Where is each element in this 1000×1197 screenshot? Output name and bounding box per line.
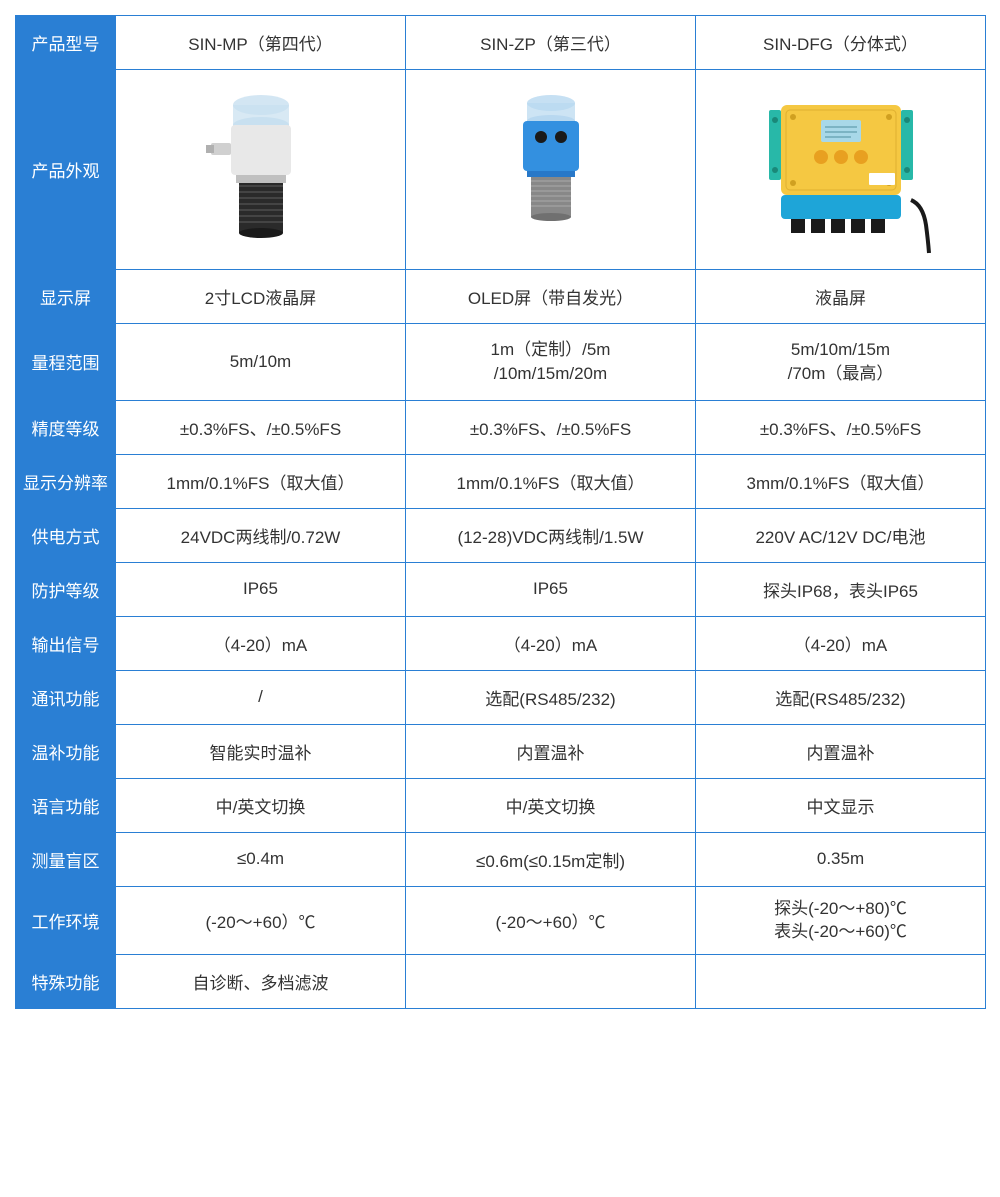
cell-power-1: 24VDC两线制/0.72W xyxy=(116,508,406,562)
cell-resolution-3: 3mm/0.1%FS（取大值） xyxy=(696,454,986,508)
sin-dfg-illustration xyxy=(751,85,931,255)
cell-range-3: 5m/10m/15m/70m（最高） xyxy=(696,324,986,401)
cell-language-2: 中/英文切换 xyxy=(406,778,696,832)
row-comm: 通讯功能 / 选配(RS485/232) 选配(RS485/232) xyxy=(16,670,986,724)
row-protection: 防护等级 IP65 IP65 探头IP68，表头IP65 xyxy=(16,562,986,616)
cell-output-3: （4-20）mA xyxy=(696,616,986,670)
row-label-power: 供电方式 xyxy=(16,508,116,562)
cell-protection-1: IP65 xyxy=(116,562,406,616)
row-label-environment: 工作环境 xyxy=(16,886,116,955)
cell-environment-2: (-20～+60）℃ xyxy=(406,886,696,955)
cell-protection-3: 探头IP68，表头IP65 xyxy=(696,562,986,616)
header-row: 产品型号 SIN-MP（第四代） SIN-ZP（第三代） SIN-DFG（分体式… xyxy=(16,16,986,70)
row-language: 语言功能 中/英文切换 中/英文切换 中文显示 xyxy=(16,778,986,832)
row-label-special: 特殊功能 xyxy=(16,955,116,1009)
cell-accuracy-3: ±0.3%FS、/±0.5%FS xyxy=(696,400,986,454)
product-comparison-table: 产品型号 SIN-MP（第四代） SIN-ZP（第三代） SIN-DFG（分体式… xyxy=(15,15,986,1009)
col-header-sin-dfg: SIN-DFG（分体式） xyxy=(696,16,986,70)
product-image-sin-mp xyxy=(116,70,406,270)
row-blind-zone: 测量盲区 ≤0.4m ≤0.6m(≤0.15m定制) 0.35m xyxy=(16,832,986,886)
row-power: 供电方式 24VDC两线制/0.72W (12-28)VDC两线制/1.5W 2… xyxy=(16,508,986,562)
cell-display-1: 2寸LCD液晶屏 xyxy=(116,270,406,324)
cell-display-3: 液晶屏 xyxy=(696,270,986,324)
row-special: 特殊功能 自诊断、多档滤波 xyxy=(16,955,986,1009)
cell-range-1: 5m/10m xyxy=(116,324,406,401)
col-header-sin-zp: SIN-ZP（第三代） xyxy=(406,16,696,70)
cell-display-2: OLED屏（带自发光） xyxy=(406,270,696,324)
row-display: 显示屏 2寸LCD液晶屏 OLED屏（带自发光） 液晶屏 xyxy=(16,270,986,324)
cell-power-2: (12-28)VDC两线制/1.5W xyxy=(406,508,696,562)
cell-range-2: 1m（定制）/5m/10m/15m/20m xyxy=(406,324,696,401)
row-temp-comp: 温补功能 智能实时温补 内置温补 内置温补 xyxy=(16,724,986,778)
row-label-temp-comp: 温补功能 xyxy=(16,724,116,778)
cell-special-2 xyxy=(406,955,696,1009)
cell-accuracy-1: ±0.3%FS、/±0.5%FS xyxy=(116,400,406,454)
row-label-accuracy: 精度等级 xyxy=(16,400,116,454)
row-label-language: 语言功能 xyxy=(16,778,116,832)
row-label-resolution: 显示分辨率 xyxy=(16,454,116,508)
cell-environment-3: 探头(-20～+80)℃表头(-20～+60)℃ xyxy=(696,886,986,955)
cell-comm-1: / xyxy=(116,670,406,724)
cell-blind-zone-1: ≤0.4m xyxy=(116,832,406,886)
cell-comm-3: 选配(RS485/232) xyxy=(696,670,986,724)
row-range: 量程范围 5m/10m 1m（定制）/5m/10m/15m/20m 5m/10m… xyxy=(16,324,986,401)
cell-resolution-1: 1mm/0.1%FS（取大值） xyxy=(116,454,406,508)
sin-mp-illustration xyxy=(201,85,321,255)
cell-resolution-2: 1mm/0.1%FS（取大值） xyxy=(406,454,696,508)
cell-temp-comp-3: 内置温补 xyxy=(696,724,986,778)
col-header-sin-mp: SIN-MP（第四代） xyxy=(116,16,406,70)
cell-environment-1: (-20～+60）℃ xyxy=(116,886,406,955)
header-label-model: 产品型号 xyxy=(16,16,116,70)
sin-zp-illustration xyxy=(491,85,611,255)
image-row: 产品外观 xyxy=(16,70,986,270)
row-accuracy: 精度等级 ±0.3%FS、/±0.5%FS ±0.3%FS、/±0.5%FS ±… xyxy=(16,400,986,454)
cell-blind-zone-3: 0.35m xyxy=(696,832,986,886)
row-label-display: 显示屏 xyxy=(16,270,116,324)
cell-special-3 xyxy=(696,955,986,1009)
cell-language-1: 中/英文切换 xyxy=(116,778,406,832)
cell-blind-zone-2: ≤0.6m(≤0.15m定制) xyxy=(406,832,696,886)
cell-special-1: 自诊断、多档滤波 xyxy=(116,955,406,1009)
row-label-protection: 防护等级 xyxy=(16,562,116,616)
row-environment: 工作环境 (-20～+60）℃ (-20～+60）℃ 探头(-20～+80)℃表… xyxy=(16,886,986,955)
row-output: 输出信号 （4-20）mA （4-20）mA （4-20）mA xyxy=(16,616,986,670)
cell-temp-comp-2: 内置温补 xyxy=(406,724,696,778)
cell-temp-comp-1: 智能实时温补 xyxy=(116,724,406,778)
cell-language-3: 中文显示 xyxy=(696,778,986,832)
row-resolution: 显示分辨率 1mm/0.1%FS（取大值） 1mm/0.1%FS（取大值） 3m… xyxy=(16,454,986,508)
product-image-sin-dfg xyxy=(696,70,986,270)
row-label-range: 量程范围 xyxy=(16,324,116,401)
cell-comm-2: 选配(RS485/232) xyxy=(406,670,696,724)
row-label-appearance: 产品外观 xyxy=(16,70,116,270)
row-label-comm: 通讯功能 xyxy=(16,670,116,724)
cell-accuracy-2: ±0.3%FS、/±0.5%FS xyxy=(406,400,696,454)
product-image-sin-zp xyxy=(406,70,696,270)
cell-output-2: （4-20）mA xyxy=(406,616,696,670)
cell-protection-2: IP65 xyxy=(406,562,696,616)
row-label-output: 输出信号 xyxy=(16,616,116,670)
cell-power-3: 220V AC/12V DC/电池 xyxy=(696,508,986,562)
cell-output-1: （4-20）mA xyxy=(116,616,406,670)
row-label-blind-zone: 测量盲区 xyxy=(16,832,116,886)
